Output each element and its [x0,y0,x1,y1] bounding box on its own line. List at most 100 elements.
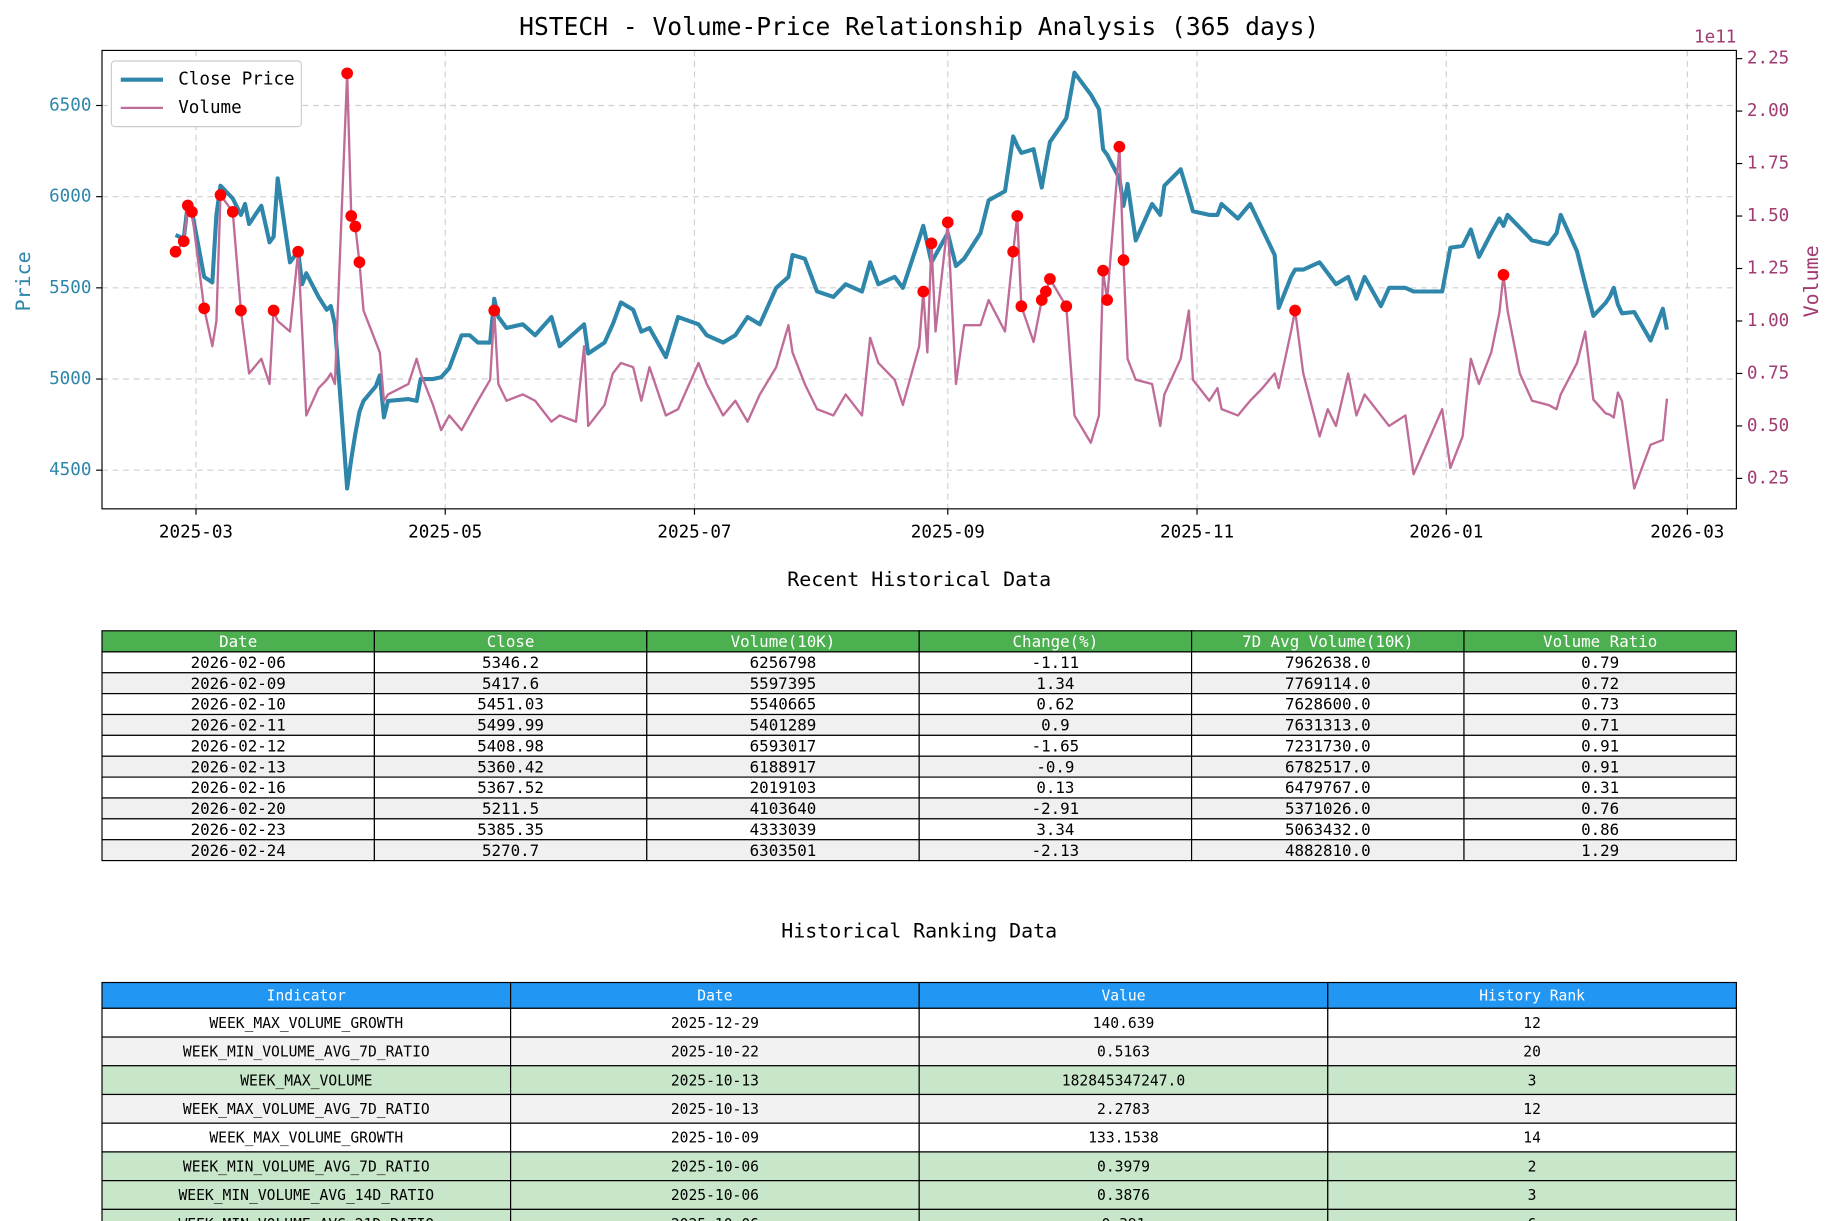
x-tick-label: 2025-09 [911,522,985,542]
cell-text: 4103640 [750,799,817,818]
anomaly-point [925,237,938,250]
x-tick-label: 2025-11 [1160,522,1234,542]
table-title: Recent Historical Data [787,568,1051,591]
anomaly-point [198,302,211,315]
header-label: Change(%) [1013,632,1099,651]
table-cell [1327,1093,1737,1124]
cell-text: 2026-02-10 [191,695,286,714]
legend-box [110,60,302,128]
header-label: Indicator [267,988,347,1005]
y2-tick-label: 1.50 [1747,206,1789,226]
anomaly-point [1097,264,1109,277]
cell-text: 1.34 [1036,674,1074,693]
cell-text: 5371026.0 [1285,799,1371,818]
cell-text: 12 [1523,1101,1541,1118]
cell-text: 2 [1528,1158,1537,1175]
table-cell [1327,1036,1737,1067]
cell-text: 0.91 [1581,736,1619,755]
table-cell [101,1007,512,1038]
y2-tick-label: 2.25 [1747,49,1789,69]
cell-text: 3.34 [1036,820,1074,839]
cell-text: 6782517.0 [1285,757,1371,776]
y-axis-label: Price [12,251,35,311]
header-cell [510,981,920,1009]
anomaly-point [349,220,362,233]
y-tick-label: 5500 [49,278,91,298]
cell-text: 7962638.0 [1285,653,1371,672]
cell-text: 2026-02-24 [191,841,286,860]
anomaly-point [1497,268,1510,281]
table-cell [1327,1151,1737,1182]
anomaly-point [1101,294,1114,306]
table-cell [101,1208,512,1221]
cell-text: WEEK_MIN_VOLUME_AVG_7D_RATIO [183,1044,430,1061]
table-cell [510,1208,920,1221]
cell-text: 5270.7 [482,841,539,860]
cell-text: 2026-02-16 [191,778,286,797]
y-tick-label: 5000 [49,369,91,389]
cell-text: 6593017 [750,736,817,755]
y-tick-label: 4500 [49,460,91,480]
table-cell [510,1065,920,1096]
anomaly-point [1044,273,1056,285]
cell-text: 5451.03 [477,695,544,714]
cell-text: 2025-10-13 [671,1072,759,1089]
cell-text: 2026-02-09 [191,674,286,693]
cell-text: 2025-10-06 [671,1158,759,1175]
cell-text: 5360.42 [477,757,544,776]
anomaly-point [1117,254,1130,266]
anomaly-point [186,205,198,218]
y2-tick-label: 0.25 [1747,468,1789,488]
cell-text: 6303501 [750,841,817,860]
table-cell [918,1007,1329,1038]
cell-text: 7231730.0 [1285,736,1371,755]
table-cell [1327,1122,1737,1153]
cell-text: -2.13 [1032,841,1080,860]
y2-tick-label: 1.25 [1747,259,1789,279]
anomaly-point [941,216,954,229]
header-label: Volume Ratio [1543,632,1657,651]
cell-text: WEEK_MAX_VOLUME_AVG_7D_RATIO [183,1101,430,1118]
y2-offset-label: 1e11 [1694,28,1736,48]
cell-text: WEEK_MIN_VOLUME_AVG_14D_RATIO [178,1187,434,1204]
anomaly-point [917,285,930,298]
anomaly-point [235,304,247,317]
anomaly-point [1039,285,1052,298]
header-label: 7D Avg Volume(10K) [1242,632,1413,651]
cell-text: 1.29 [1581,841,1619,860]
cell-text: 5346.2 [482,653,539,672]
header-cell [1327,981,1737,1009]
anomaly-point [169,245,182,258]
y2-tick-label: 1.75 [1747,154,1789,174]
table-cell [510,1036,920,1067]
header-label: History Rank [1479,988,1585,1005]
x-tick-label: 2025-03 [159,522,233,542]
legend-label: Close Price [178,70,294,90]
cell-text: 182845347247.0 [1062,1072,1185,1089]
legend-label: Volume [178,98,242,118]
chart-title: HSTECH - Volume-Price Relationship Analy… [519,12,1319,41]
series-line [174,72,1669,490]
cell-text: 0.3876 [1097,1187,1150,1204]
table-cell [918,1065,1329,1096]
cell-text: 0.73 [1581,695,1619,714]
cell-text: 0.79 [1581,653,1619,672]
cell-text: -0.9 [1036,757,1074,776]
cell-text: 2026-02-11 [191,716,286,735]
cell-text: 2019103 [750,778,817,797]
header-label: Value [1101,988,1145,1005]
cell-text: 5211.5 [482,799,539,818]
cell-text: 2026-02-06 [191,653,286,672]
table-title: Historical Ranking Data [781,920,1057,943]
cell-text: 0.86 [1581,820,1619,839]
cell-text: 0.391 [1101,1216,1145,1221]
cell-text: 0.71 [1581,716,1619,735]
anomaly-point [267,304,280,317]
y2-tick-label: 2.00 [1747,101,1789,121]
cell-text: 7769114.0 [1285,674,1371,693]
anomaly-point [177,235,190,248]
cell-text: 5597395 [750,674,817,693]
cell-text: 2025-12-29 [671,1015,759,1032]
